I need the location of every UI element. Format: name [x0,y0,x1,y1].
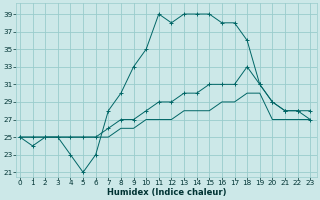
X-axis label: Humidex (Indice chaleur): Humidex (Indice chaleur) [107,188,226,197]
